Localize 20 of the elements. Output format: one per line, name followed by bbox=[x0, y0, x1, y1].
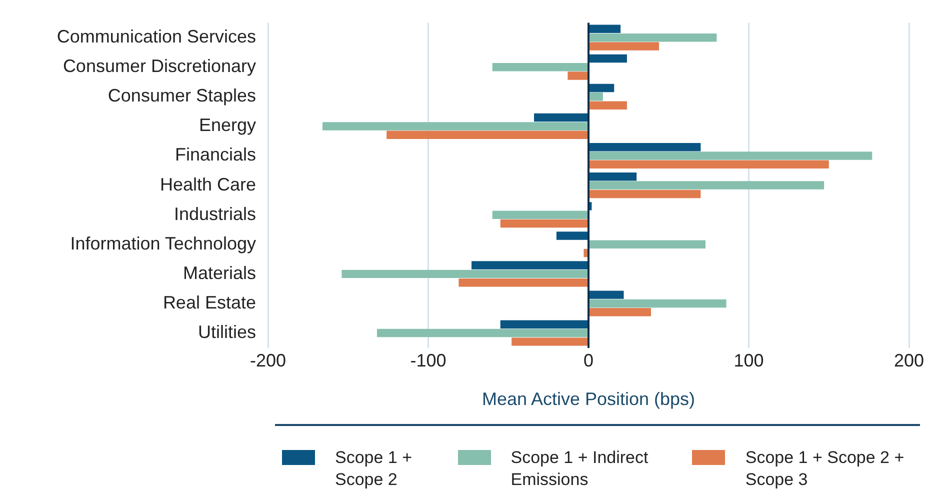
y-tick-label: Financials bbox=[174, 144, 256, 165]
y-tick-label: Industrials bbox=[174, 204, 256, 224]
y-tick-label: Materials bbox=[182, 262, 256, 283]
y-tick-label: Information Technology bbox=[70, 233, 256, 254]
legend-label: Scope 1 + Scope 2 bbox=[335, 447, 414, 491]
y-tick-label: Health Care bbox=[160, 174, 256, 194]
y-tick-label: Energy bbox=[198, 115, 256, 136]
legend-label: Scope 1 + Indirect Emissions bbox=[510, 447, 650, 491]
x-tick-label: -100 bbox=[410, 350, 446, 371]
x-axis-title: Mean Active Position (bps) bbox=[482, 389, 696, 410]
y-tick-label: Communication Services bbox=[56, 26, 256, 47]
legend-label: Scope 1 + Scope 2 + Scope 3 bbox=[745, 447, 906, 491]
x-tick-label: 200 bbox=[894, 350, 924, 371]
y-tick-label: Real Estate bbox=[162, 292, 256, 312]
y-tick-label: Consumer Discretionary bbox=[62, 56, 256, 76]
x-tick-label: 0 bbox=[583, 350, 594, 371]
y-tick-label: Consumer Staples bbox=[108, 86, 256, 106]
x-tick-label: 100 bbox=[734, 350, 764, 371]
x-tick-label: -200 bbox=[250, 350, 286, 371]
y-tick-label: Utilities bbox=[198, 322, 256, 342]
